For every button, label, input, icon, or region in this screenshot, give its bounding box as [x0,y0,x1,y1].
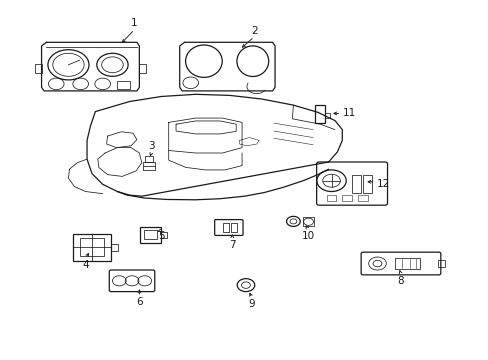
Text: 8: 8 [397,276,404,286]
Bar [144,230,157,239]
Bar [143,162,155,170]
Bar [223,223,228,232]
Bar [315,105,325,123]
Text: 5: 5 [158,231,164,241]
Bar [231,223,237,232]
Bar [351,175,360,193]
Bar [35,64,41,73]
Bar [117,81,129,89]
Bar [145,156,153,162]
Bar [161,232,167,238]
Bar [362,175,371,193]
Bar [110,244,118,251]
Text: 7: 7 [228,240,235,250]
Bar [80,238,104,256]
Bar [73,234,110,261]
Bar [326,195,336,201]
Text: 12: 12 [376,179,390,189]
Text: 2: 2 [250,26,257,36]
Bar [303,217,313,226]
Text: 11: 11 [342,108,356,118]
Bar [342,195,351,201]
Bar [140,227,161,243]
Bar [357,195,367,201]
Text: 6: 6 [136,297,142,307]
Bar [437,260,444,267]
Bar [139,64,146,73]
Bar [325,113,329,118]
Text: 9: 9 [248,299,255,309]
Text: 4: 4 [82,260,89,270]
Text: 3: 3 [148,141,155,151]
Text: 10: 10 [301,231,314,241]
Bar [394,258,419,269]
Text: 1: 1 [131,18,138,28]
